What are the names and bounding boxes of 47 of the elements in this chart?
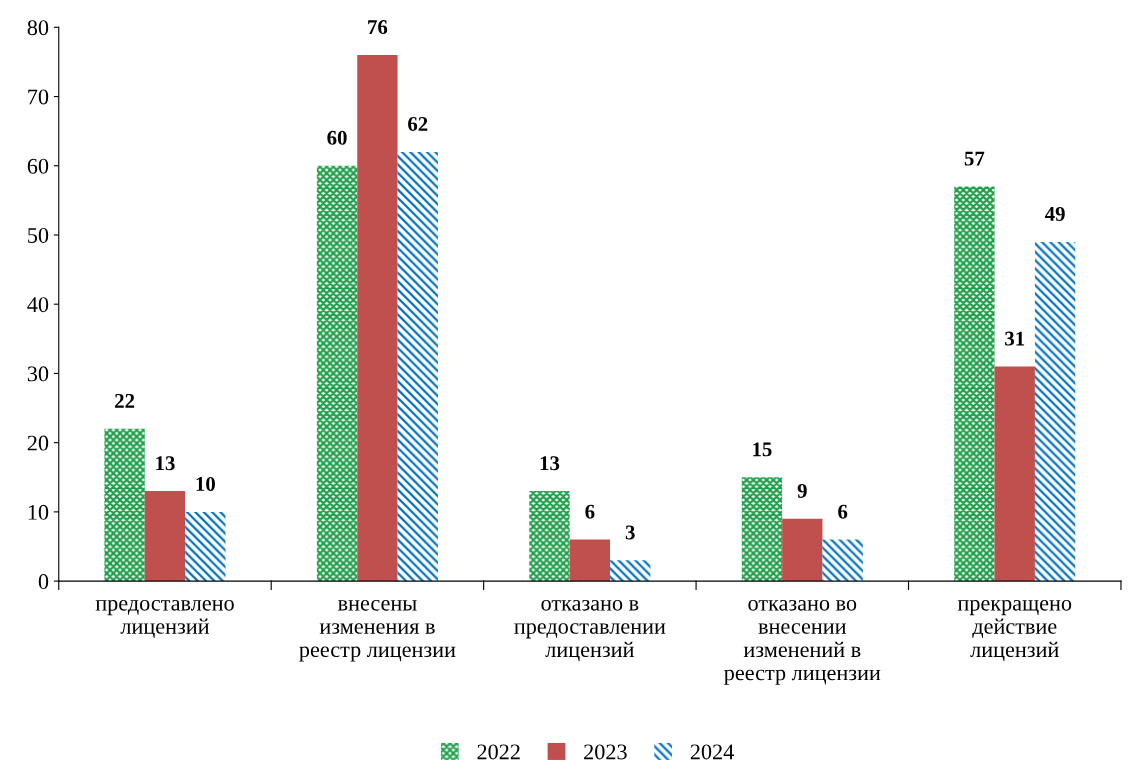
y-tick-label: 40 xyxy=(27,297,49,313)
data-label: 10 xyxy=(196,476,215,491)
y-tick-label: 0 xyxy=(38,574,49,590)
bar xyxy=(144,491,186,582)
x-tick-label: отказано в предоставлении лицензий xyxy=(514,599,666,662)
data-label: 62 xyxy=(408,117,428,132)
bar xyxy=(954,186,995,582)
x-tick-label: отказано во внесении изменений в реестр лицензии xyxy=(724,599,881,685)
legend-label: 2022 xyxy=(477,744,520,760)
data-label: 57 xyxy=(964,151,985,166)
data-label: 13 xyxy=(540,456,560,471)
y-tick-label: 10 xyxy=(28,504,49,520)
bar xyxy=(357,54,398,582)
y-tick-label: 60 xyxy=(27,158,49,174)
y-tick-label: 20 xyxy=(27,435,49,451)
bar xyxy=(316,165,358,582)
legend-label: 2024 xyxy=(690,744,734,760)
y-tick-label: 50 xyxy=(28,227,49,243)
data-label: 15 xyxy=(753,442,772,457)
data-label: 49 xyxy=(1044,207,1065,221)
x-tick-label: внесены изменения в реестр лицензии xyxy=(299,599,456,662)
bar xyxy=(185,511,226,582)
x-tick-label: предоставлено лицензий xyxy=(95,599,234,638)
bar xyxy=(782,518,823,582)
bar xyxy=(1034,241,1076,582)
data-label: 22 xyxy=(115,393,135,408)
bar xyxy=(569,539,611,582)
data-label: 13 xyxy=(156,456,175,471)
legend-label: 2023 xyxy=(584,744,627,760)
data-label: 60 xyxy=(327,130,347,145)
data-label: 6 xyxy=(838,504,848,519)
data-label: 31 xyxy=(1005,331,1025,346)
bar xyxy=(104,428,145,582)
bar xyxy=(994,366,1035,582)
x-tick-label: прекращено действие лицензий xyxy=(957,599,1072,662)
y-tick-label: 70 xyxy=(28,89,49,105)
bar xyxy=(822,539,863,582)
bar xyxy=(397,151,438,582)
bar xyxy=(529,491,570,582)
bar xyxy=(741,477,783,582)
data-label: 3 xyxy=(625,525,635,540)
data-label: 76 xyxy=(368,20,388,35)
data-label: 9 xyxy=(797,483,807,498)
y-tick-label: 30 xyxy=(27,366,49,382)
y-tick-label: 80 xyxy=(27,20,49,36)
data-label: 6 xyxy=(585,504,595,519)
bar xyxy=(610,560,651,582)
